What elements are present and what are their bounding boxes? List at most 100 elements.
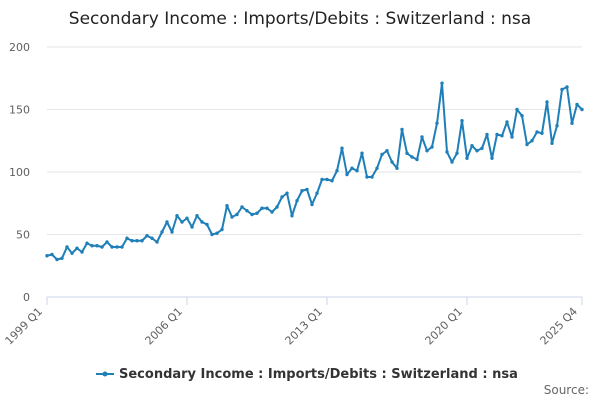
data-point[interactable] [430,145,434,149]
data-point[interactable] [190,225,194,229]
data-point[interactable] [385,149,389,153]
data-point[interactable] [555,124,559,128]
data-point[interactable] [160,230,164,234]
data-point[interactable] [310,202,314,207]
data-point[interactable] [475,149,479,153]
data-point[interactable] [240,205,244,209]
data-point[interactable] [210,232,214,237]
data-point[interactable] [560,87,564,92]
data-point[interactable] [375,166,379,170]
data-point[interactable] [165,220,169,224]
data-point[interactable] [145,234,149,238]
data-point[interactable] [175,214,179,218]
data-point[interactable] [115,245,119,249]
data-point[interactable] [515,107,519,112]
data-point[interactable] [285,191,289,195]
data-point[interactable] [85,241,89,245]
data-point[interactable] [135,239,139,243]
data-point[interactable] [180,220,184,224]
data-point[interactable] [220,227,224,232]
data-point[interactable] [435,121,439,125]
data-point[interactable] [520,114,524,118]
data-point[interactable] [185,216,189,220]
data-point[interactable] [420,135,424,139]
data-point[interactable] [360,151,364,155]
data-point[interactable] [90,244,94,248]
data-point[interactable] [540,131,544,135]
data-point[interactable] [570,121,574,125]
data-point[interactable] [270,210,274,214]
data-point[interactable] [395,166,399,170]
data-point[interactable] [295,199,299,203]
data-point[interactable] [275,205,279,209]
data-point[interactable] [155,240,159,244]
data-point[interactable] [380,152,384,157]
data-point[interactable] [340,146,344,150]
data-point[interactable] [260,206,264,210]
data-point[interactable] [315,191,319,195]
data-point[interactable] [440,81,444,85]
data-point[interactable] [525,142,529,147]
data-point[interactable] [545,100,549,104]
data-point[interactable] [50,252,54,257]
data-point[interactable] [335,169,339,173]
data-point[interactable] [485,132,489,137]
data-point[interactable] [150,236,154,240]
legend[interactable]: Secondary Income : Imports/Debits : Swit… [96,367,518,382]
data-point[interactable] [250,212,254,217]
data-point[interactable] [205,222,209,227]
data-point[interactable] [500,134,504,138]
data-point[interactable] [345,172,349,177]
data-point[interactable] [235,212,239,217]
data-point[interactable] [55,257,59,262]
data-point[interactable] [120,245,124,249]
data-point[interactable] [215,231,219,235]
data-point[interactable] [265,206,269,210]
data-point[interactable] [480,146,484,150]
data-point[interactable] [530,139,534,143]
data-point[interactable] [465,156,469,160]
data-point[interactable] [280,195,284,199]
data-point[interactable] [125,236,129,240]
data-point[interactable] [410,155,414,159]
data-point[interactable] [490,156,494,160]
data-point[interactable] [255,211,259,215]
data-point[interactable] [60,256,64,260]
data-point[interactable] [580,107,584,112]
data-point[interactable] [130,239,134,243]
data-point[interactable] [305,187,309,192]
data-point[interactable] [350,166,354,170]
data-point[interactable] [230,215,234,219]
data-point[interactable] [95,244,99,248]
data-point[interactable] [195,214,199,218]
data-point[interactable] [75,246,79,250]
data-point[interactable] [495,132,499,137]
data-point[interactable] [325,177,329,182]
data-point[interactable] [290,214,294,218]
data-point[interactable] [470,144,474,148]
data-point[interactable] [365,175,369,179]
data-point[interactable] [370,175,374,179]
data-point[interactable] [510,135,514,139]
data-point[interactable] [355,169,359,173]
data-point[interactable] [550,141,554,145]
data-point[interactable] [565,85,569,89]
data-point[interactable] [45,254,49,258]
data-point[interactable] [450,160,454,164]
data-point[interactable] [100,245,104,249]
data-point[interactable] [200,220,204,224]
data-point[interactable] [535,130,539,134]
data-point[interactable] [225,204,229,208]
data-point[interactable] [70,251,74,255]
data-point[interactable] [320,177,324,182]
data-point[interactable] [140,239,144,243]
data-point[interactable] [80,250,84,254]
data-point[interactable] [390,160,394,164]
data-point[interactable] [300,189,304,193]
data-point[interactable] [405,151,409,155]
data-point[interactable] [245,209,249,213]
data-point[interactable] [575,102,579,107]
data-point[interactable] [455,151,459,155]
data-point[interactable] [400,127,404,132]
data-point[interactable] [460,119,464,123]
